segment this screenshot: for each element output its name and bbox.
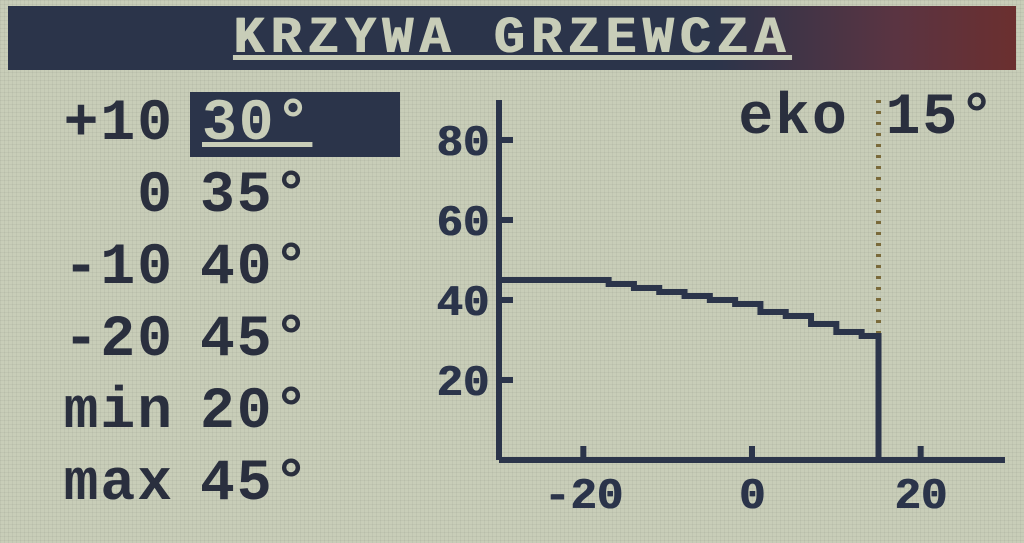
title-bar: KRZYWA GRZEWCZA (8, 6, 1016, 70)
setpoint-key: +10 (10, 92, 180, 157)
setpoint-key: -10 (10, 236, 180, 301)
setpoint-value: 20° (180, 380, 390, 445)
setpoint-key: max (10, 452, 180, 517)
setpoint-row[interactable]: -2045° (10, 304, 410, 376)
setpoint-row[interactable]: min20° (10, 376, 410, 448)
setpoint-value: 45° (180, 452, 390, 517)
setpoint-key: min (10, 380, 180, 445)
svg-text:20: 20 (436, 359, 489, 409)
chart-svg: 20 40 60 80 -20 0 20 (419, 90, 1015, 530)
setpoint-row[interactable]: -1040° (10, 232, 410, 304)
heating-curve-chart: 20 40 60 80 -20 0 20 (419, 90, 1015, 530)
setpoint-row[interactable]: 035° (10, 160, 410, 232)
setpoint-row[interactable]: +1030° (10, 88, 410, 160)
setpoint-value[interactable]: 30° (190, 92, 400, 157)
setpoint-key: -20 (10, 308, 180, 373)
setpoint-key: 0 (10, 164, 180, 229)
setpoint-value: 35° (180, 164, 390, 229)
svg-text:80: 80 (436, 119, 489, 169)
svg-text:60: 60 (436, 199, 489, 249)
setpoint-value: 40° (180, 236, 390, 301)
setpoint-value: 45° (180, 308, 390, 373)
svg-text:-20: -20 (544, 472, 623, 522)
svg-text:40: 40 (436, 279, 489, 329)
setpoint-row[interactable]: max45° (10, 448, 410, 520)
page-title: KRZYWA GRZEWCZA (233, 9, 791, 68)
svg-text:20: 20 (894, 472, 947, 522)
setpoint-table: +1030°035°-1040°-2045°min20°max45° (10, 88, 410, 520)
svg-text:0: 0 (739, 472, 765, 522)
